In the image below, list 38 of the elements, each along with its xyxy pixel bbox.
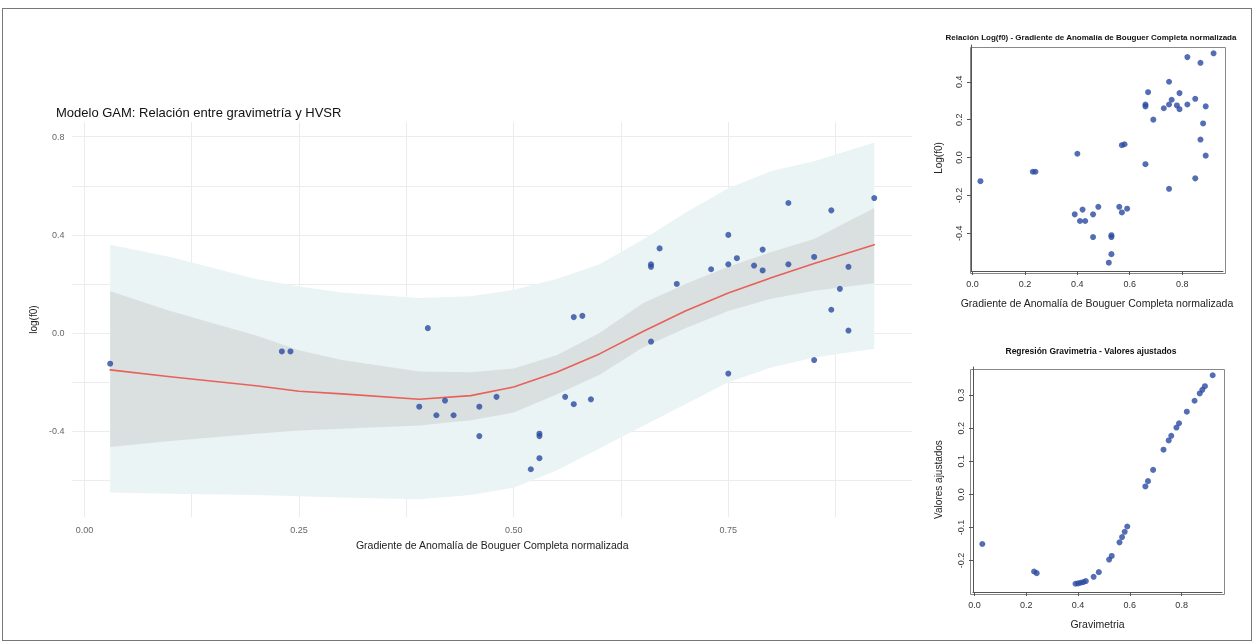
- y-tick-label: 0.8: [51, 131, 65, 142]
- x-axis-title: Gradiente de Anomalía de Bouguer Completa normalizada: [960, 296, 1234, 309]
- chart-title: Regresión Gravimetria - Valores ajustados: [1005, 345, 1177, 356]
- x-tick-label: 0.0: [968, 599, 981, 610]
- y-tick-label: 0.0: [51, 328, 65, 339]
- y-tick-label: 0.2: [953, 113, 964, 126]
- y-tick-label: -0.1: [955, 519, 966, 536]
- y-tick-label: 0.3: [955, 388, 966, 402]
- y-axis-title: log(f0): [27, 305, 39, 334]
- x-tick-label: 0.50: [504, 524, 523, 535]
- y-tick-label: 0.0: [955, 488, 966, 501]
- x-tick-label: 0.8: [1175, 599, 1188, 610]
- y-tick-label: -0.4: [953, 225, 964, 242]
- y-tick-label: 0.2: [955, 421, 966, 435]
- x-tick-label: 0.2: [1020, 599, 1033, 610]
- y-axis-title: Valores ajustados: [932, 440, 944, 519]
- y-tick-label: 0.0: [953, 151, 964, 164]
- y-tick-label: -0.2: [953, 187, 964, 204]
- x-tick-label: 0.75: [719, 524, 738, 535]
- x-tick-label: 0.25: [290, 524, 308, 535]
- chart-title: Modelo GAM: Relación entre gravimetría y HVSR: [56, 105, 342, 120]
- y-tick-label: -0.2: [955, 552, 966, 569]
- x-tick-label: 0.6: [1123, 278, 1136, 289]
- x-tick-label: 0.0: [966, 278, 979, 289]
- x-tick-label: 0.4: [1071, 278, 1084, 289]
- chart-title: Relación Log(f0) - Gradiente de Anomalía de Bouguer Completa normalizada: [945, 32, 1237, 42]
- y-tick-label: 0.4: [51, 229, 65, 240]
- x-axis-title: Gradiente de Anomalía de Bouguer Completa normalizada: [355, 538, 629, 551]
- y-tick-label: 0.1: [955, 455, 966, 468]
- x-tick-label: 0.2: [1018, 278, 1032, 289]
- x-axis-title: Gravimetria: [1070, 617, 1125, 630]
- x-tick-label: 0.00: [75, 524, 94, 535]
- x-tick-label: 0.6: [1123, 599, 1137, 610]
- y-axis-title: Log(f0): [932, 142, 944, 174]
- y-tick-label: -0.4: [48, 426, 65, 437]
- x-tick-label: 0.8: [1175, 278, 1189, 289]
- x-tick-label: 0.4: [1071, 599, 1085, 610]
- y-tick-label: 0.4: [953, 75, 964, 89]
